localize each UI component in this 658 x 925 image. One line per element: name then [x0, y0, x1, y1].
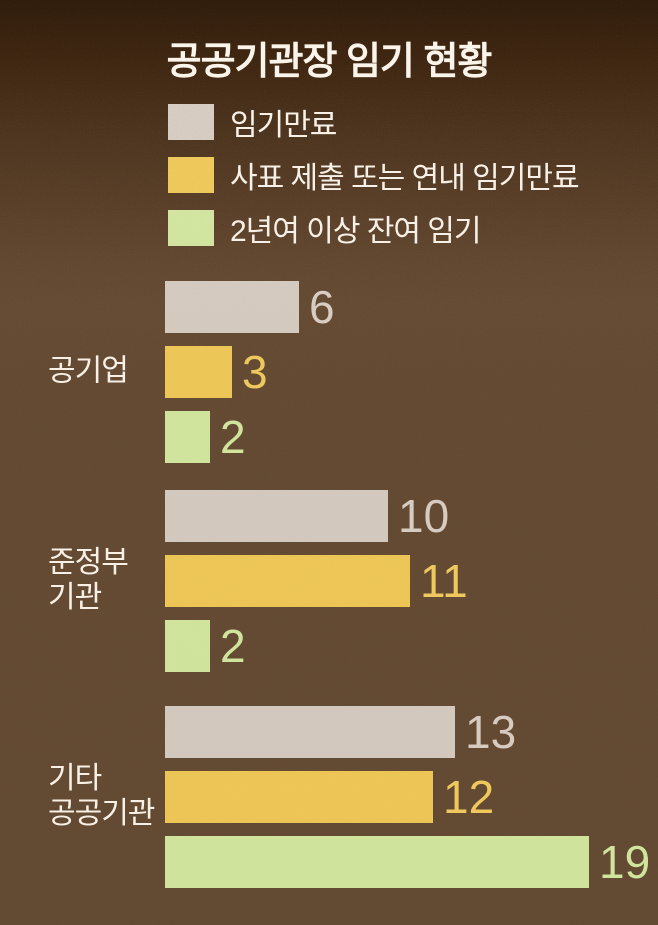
bar-group-1: 공기업 6 3 2: [0, 281, 658, 463]
bar-row-expired: 10: [165, 490, 658, 542]
category-label: 준정부 기관: [48, 546, 129, 614]
bar-row-remaining: 2: [165, 411, 658, 463]
legend-swatch-remaining: [168, 210, 214, 246]
value-label: 13: [465, 706, 517, 758]
value-label: 11: [420, 555, 468, 607]
value-label: 2: [220, 620, 246, 672]
legend-label: 임기만료: [230, 109, 337, 142]
bar-row-expired: 13: [165, 706, 658, 758]
bar-row-remaining: 2: [165, 620, 658, 672]
value-label: 6: [309, 281, 335, 333]
bar-resigning: [165, 555, 410, 607]
legend-item-resigning: 사표 제출 또는 연내 임기만료: [168, 157, 580, 195]
bar-remaining: [165, 411, 210, 463]
bar-remaining: [165, 836, 589, 888]
bar-row-resigning: 11: [165, 555, 658, 607]
value-label: 12: [443, 771, 495, 823]
legend-item-expired: 임기만료: [168, 104, 579, 142]
value-label: 2: [220, 411, 246, 463]
bar-row-remaining: 19: [165, 836, 658, 888]
category-label: 기타 공공기관: [48, 762, 155, 830]
value-label: 10: [398, 490, 450, 542]
bar-group-2: 준정부 기관 10 11 2: [0, 490, 658, 672]
value-label: 19: [599, 836, 651, 888]
legend-swatch-expired: [168, 104, 214, 140]
bar-row-resigning: 12: [165, 771, 658, 823]
bar-remaining: [165, 620, 210, 672]
bar-row-resigning: 3: [165, 346, 658, 398]
bar-row-expired: 6: [165, 281, 658, 333]
bar-expired: [165, 706, 455, 758]
bar-chart: 공기업 6 3 2 준정부 기관 10 11 2 기타 공공기관 13 12 19: [0, 281, 658, 888]
legend-item-remaining: 2년여 이상 잔여 임기: [168, 210, 579, 248]
bar-group-3: 기타 공공기관 13 12 19: [0, 706, 658, 888]
bar-resigning: [165, 346, 232, 398]
bar-resigning: [165, 771, 433, 823]
value-label: 3: [242, 346, 268, 398]
legend-label: 사표 제출 또는 연내 임기만료: [230, 162, 580, 195]
bar-expired: [165, 281, 299, 333]
chart-title: 공공기관장 임기 현황: [166, 41, 493, 83]
legend-label: 2년여 이상 잔여 임기: [230, 215, 481, 248]
legend-swatch-resigning: [168, 157, 214, 193]
bar-stack: 10 11 2: [165, 490, 658, 672]
bar-expired: [165, 490, 388, 542]
category-label: 공기업: [48, 354, 129, 388]
bar-stack: 13 12 19: [165, 706, 658, 888]
